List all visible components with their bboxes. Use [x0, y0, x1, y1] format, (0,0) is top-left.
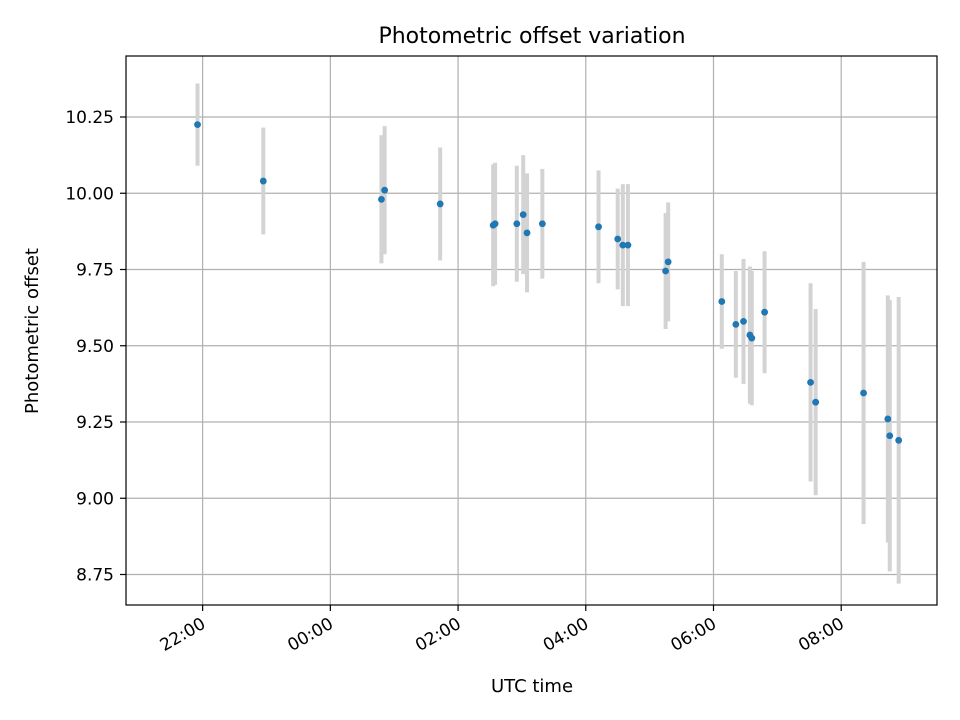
- data-point: [614, 235, 622, 243]
- data-point: [624, 241, 632, 249]
- data-point: [378, 195, 385, 203]
- x-tick-label: 08:00: [795, 614, 847, 656]
- data-point: [662, 267, 670, 275]
- y-ticks: 8.75 9.00 9.25 9.50 9.75 10.00 10.25: [65, 108, 126, 586]
- data-point: [812, 398, 820, 406]
- data-point: [895, 436, 903, 444]
- data-point: [538, 220, 546, 228]
- y-tick-label: 9.75: [76, 261, 114, 281]
- data-point: [860, 389, 867, 397]
- data-point: [513, 220, 521, 228]
- y-tick-label: 10.00: [65, 184, 114, 204]
- plot-frame: [125, 55, 938, 606]
- y-tick-label: 8.75: [76, 566, 114, 586]
- x-tick-label: 00:00: [284, 614, 336, 656]
- x-axis-label: UTC time: [491, 676, 573, 697]
- x-tick-label: 06:00: [668, 614, 720, 656]
- data-point: [718, 298, 726, 305]
- x-ticks: 22:00 00:00 02:00 04:00 06:00 08:00: [157, 605, 848, 656]
- data-point: [740, 317, 747, 325]
- y-tick-label: 9.25: [76, 413, 114, 433]
- data-point: [748, 334, 756, 342]
- data-point: [664, 258, 672, 266]
- y-tick-label: 9.50: [76, 337, 114, 357]
- chart-title: Photometric offset variation: [378, 24, 685, 49]
- data-point: [519, 211, 527, 219]
- data-point: [807, 378, 814, 386]
- data-point: [259, 177, 267, 185]
- data-point: [619, 241, 627, 249]
- data-point: [436, 200, 444, 208]
- data-point: [884, 415, 892, 423]
- data-point: [194, 121, 201, 129]
- error-bars: [195, 83, 901, 584]
- data-point: [523, 229, 531, 237]
- x-tick-label: 22:00: [157, 614, 209, 656]
- y-tick-label: 9.00: [76, 489, 114, 509]
- data-point: [595, 223, 602, 231]
- data-points: [194, 121, 903, 444]
- data-point: [491, 220, 499, 228]
- data-point: [886, 432, 894, 440]
- data-point: [381, 186, 389, 194]
- y-axis-label: Photometric offset: [22, 248, 43, 414]
- grid: [126, 56, 937, 605]
- x-tick-label: 02:00: [412, 614, 464, 656]
- data-point: [732, 321, 740, 328]
- data-point: [761, 308, 768, 316]
- x-tick-label: 04:00: [540, 614, 592, 656]
- y-tick-label: 10.25: [65, 108, 114, 128]
